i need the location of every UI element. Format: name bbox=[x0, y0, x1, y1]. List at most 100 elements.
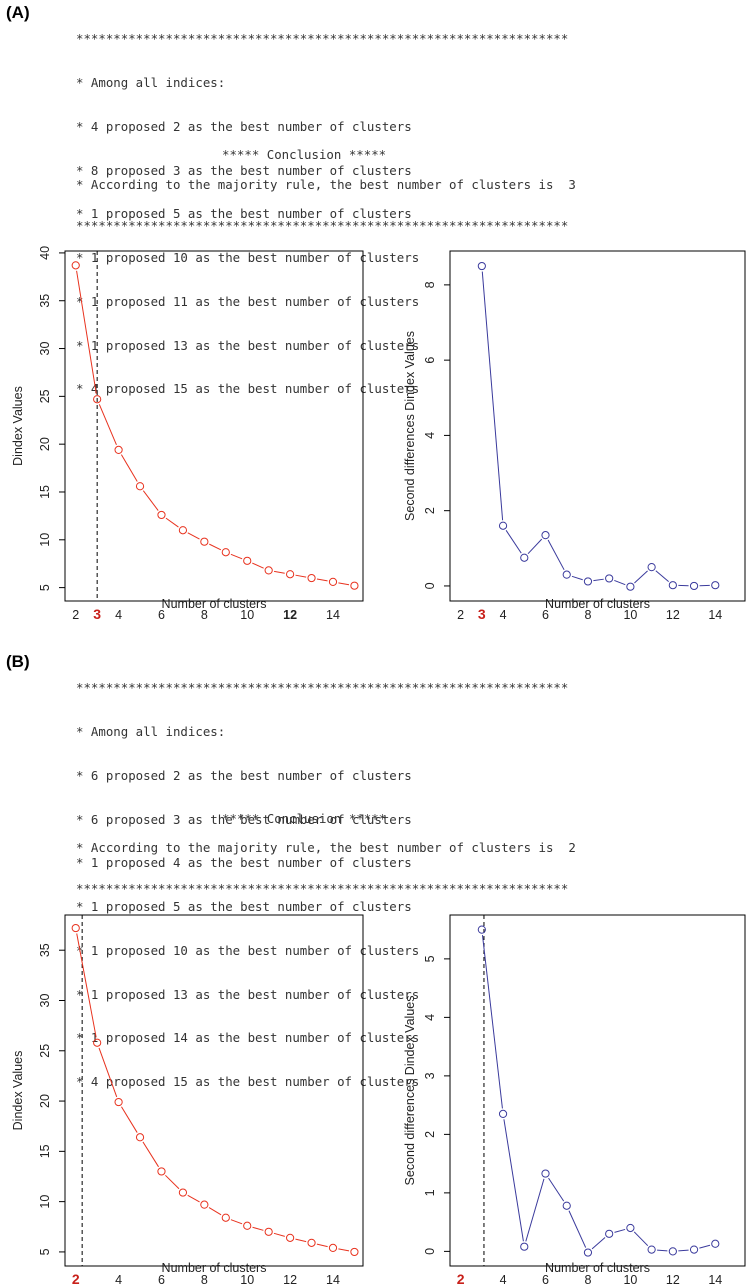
x-tick-label: 10 bbox=[623, 608, 637, 620]
y-tick-label: 20 bbox=[38, 1094, 52, 1108]
x-tick-label: 3 bbox=[478, 606, 486, 620]
series-segment bbox=[208, 1207, 222, 1216]
series-segment bbox=[230, 553, 243, 560]
data-point bbox=[71, 923, 80, 933]
data-point bbox=[626, 582, 635, 591]
series-segment bbox=[120, 454, 138, 482]
console-line: * 6 proposed 3 as the best number of clu… bbox=[76, 811, 412, 827]
x-tick-label: 8 bbox=[201, 1273, 208, 1284]
data-point bbox=[114, 445, 123, 455]
series-segment bbox=[547, 539, 565, 571]
series-segment bbox=[614, 579, 626, 586]
series-segment bbox=[699, 1244, 711, 1249]
data-point bbox=[328, 577, 338, 586]
console-line: * 1 proposed 13 as the best number of cl… bbox=[76, 986, 420, 1002]
data-point bbox=[477, 261, 486, 271]
series-segment bbox=[568, 1210, 587, 1248]
series-segment bbox=[338, 1248, 350, 1252]
y-tick-label: 25 bbox=[38, 389, 52, 403]
data-point bbox=[477, 925, 486, 934]
series-segment bbox=[76, 933, 97, 1038]
series-segment bbox=[98, 1047, 118, 1098]
series-segment bbox=[316, 578, 328, 582]
series-segment bbox=[121, 1106, 138, 1133]
series-segment bbox=[142, 490, 159, 511]
data-point bbox=[498, 521, 508, 530]
plot-frame bbox=[64, 250, 364, 602]
series-segment bbox=[614, 1228, 626, 1233]
y-tick-label: 8 bbox=[423, 281, 437, 288]
y-tick-label: 5 bbox=[423, 955, 437, 962]
y-tick-label: 10 bbox=[38, 533, 52, 547]
series-segment bbox=[481, 935, 503, 1109]
series-segment bbox=[209, 543, 222, 551]
data-point bbox=[626, 1223, 635, 1233]
series-segment bbox=[593, 578, 604, 582]
series-segment bbox=[548, 1177, 565, 1202]
y-tick-label: 5 bbox=[38, 584, 52, 591]
chart-b-dindex: 5 10 15 20 25 30 35 2 4 6 8 10 12 14 Number of cluster… bbox=[11, 914, 364, 1284]
chart-a-dindex: 5 10 15 20 25 30 35 40 2 3 4 6 8 10 12 14 Number of clus… bbox=[11, 246, 364, 620]
console-stars: ****************************************… bbox=[76, 31, 569, 47]
chart-a-second-differences: 0 2 4 6 8 2 3 4 6 8 10 12 14 Number of clusters Second… bbox=[403, 250, 746, 620]
data-point bbox=[178, 1188, 188, 1197]
series-segment bbox=[98, 404, 117, 446]
data-point bbox=[605, 574, 614, 583]
data-point bbox=[583, 577, 593, 586]
data-point bbox=[71, 261, 80, 270]
data-point bbox=[114, 1097, 123, 1107]
series-segment bbox=[273, 570, 285, 574]
series-segment bbox=[633, 1231, 649, 1247]
y-tick-label: 4 bbox=[423, 1014, 437, 1021]
x-tick-label: 12 bbox=[666, 1273, 680, 1284]
x-tick-label: 2 bbox=[457, 1271, 465, 1284]
x-tick-label: 12 bbox=[283, 1273, 297, 1284]
console-line: * 4 proposed 2 as the best number of clu… bbox=[76, 118, 412, 134]
data-point bbox=[647, 1245, 656, 1254]
x-tick-label: 6 bbox=[158, 1273, 165, 1284]
x-tick-label: 4 bbox=[500, 608, 507, 620]
series-segment bbox=[165, 517, 179, 528]
x-axis-label: Number of clusters bbox=[162, 1261, 267, 1275]
console-line: * 1 proposed 5 as the best number of clu… bbox=[76, 206, 412, 222]
x-tick-label: 14 bbox=[708, 1273, 722, 1284]
series-segment bbox=[165, 1174, 180, 1190]
y-tick-label: 30 bbox=[38, 342, 52, 356]
series-segment bbox=[273, 1232, 285, 1237]
x-tick-label: 4 bbox=[115, 1273, 122, 1284]
x-tick-label: 4 bbox=[115, 608, 122, 620]
data-point bbox=[286, 570, 295, 579]
y-tick-label: 35 bbox=[38, 943, 52, 957]
data-point bbox=[221, 548, 230, 557]
series-segment bbox=[655, 570, 669, 583]
data-point bbox=[350, 581, 359, 590]
data-point bbox=[350, 1247, 359, 1257]
y-tick-label: 2 bbox=[423, 1131, 437, 1138]
data-point bbox=[135, 1133, 145, 1142]
data-point bbox=[307, 573, 316, 583]
x-tick-label: 14 bbox=[326, 608, 340, 620]
console-stars-bottom-a: ****************************************… bbox=[76, 218, 569, 233]
data-point bbox=[328, 1243, 338, 1252]
plot-frame bbox=[449, 914, 746, 1267]
data-point bbox=[264, 1227, 273, 1236]
y-tick-label: 15 bbox=[38, 1144, 52, 1158]
x-tick-label: 2 bbox=[457, 608, 464, 620]
series-segment bbox=[187, 1194, 200, 1203]
y-tick-label: 40 bbox=[38, 246, 52, 260]
console-line: * 4 proposed 15 as the best number of cl… bbox=[76, 381, 420, 397]
data-point bbox=[711, 1239, 720, 1248]
data-point bbox=[647, 563, 656, 572]
x-axis-label: Number of clusters bbox=[162, 597, 267, 611]
data-point bbox=[562, 570, 571, 579]
data-point bbox=[286, 1233, 295, 1242]
x-tick-label: 14 bbox=[326, 1273, 340, 1284]
x-tick-label: 10 bbox=[240, 608, 254, 620]
series-segment bbox=[316, 1243, 328, 1248]
y-tick-label: 30 bbox=[38, 993, 52, 1007]
data-point bbox=[178, 526, 188, 535]
data-point bbox=[541, 1169, 550, 1178]
console-line: * 1 proposed 5 as the best number of clu… bbox=[76, 899, 412, 915]
y-axis-label: Dindex Values bbox=[11, 1051, 25, 1131]
